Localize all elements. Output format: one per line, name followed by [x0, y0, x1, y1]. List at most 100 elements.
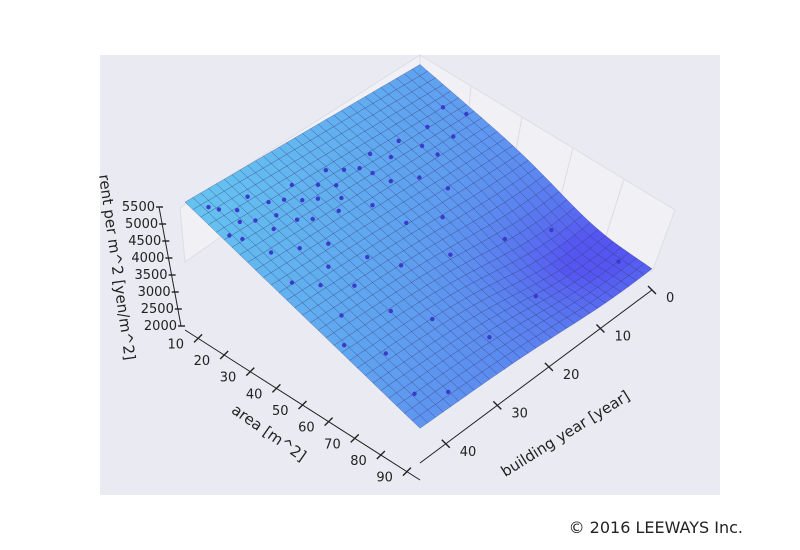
data-point: [425, 124, 430, 130]
data-point: [315, 196, 321, 201]
x-tick-mark: [441, 439, 451, 449]
data-point: [240, 236, 245, 242]
data-point: [383, 351, 388, 356]
x-axis-line: [419, 289, 653, 464]
y-tick-mark: [271, 383, 281, 393]
data-point: [440, 105, 446, 110]
y-tick-mark: [324, 417, 334, 427]
data-point: [339, 195, 344, 201]
y-tick-mark: [193, 333, 203, 343]
data-point: [289, 182, 295, 188]
data-point: [339, 313, 344, 318]
data-point: [370, 170, 375, 176]
data-point: [396, 138, 401, 144]
x-tick-label: 10: [614, 329, 631, 344]
data-point: [237, 219, 242, 225]
data-point: [271, 226, 276, 232]
data-point: [365, 254, 370, 260]
data-point: [440, 215, 445, 220]
z-tick-label: 2000: [144, 319, 177, 334]
grid-line: [605, 178, 625, 238]
x-tick-mark: [647, 285, 657, 295]
data-point: [445, 186, 451, 191]
data-point: [268, 250, 274, 255]
data-point: [235, 208, 240, 213]
data-point: [419, 143, 425, 149]
y-axis: 10 20 30 40 50 60 70 80 90: [168, 329, 421, 486]
data-point: [253, 218, 258, 223]
data-point: [297, 246, 302, 251]
data-point: [533, 294, 538, 299]
data-point: [294, 217, 300, 222]
grid-line: [558, 147, 574, 203]
data-point: [334, 183, 339, 188]
data-point: [388, 179, 393, 184]
data-point: [336, 208, 341, 213]
y-tick-label: 50: [272, 404, 289, 419]
surface-patch: [636, 263, 653, 275]
x-axis: 0 10 20 30 40: [419, 285, 674, 464]
data-point: [417, 175, 422, 180]
data-point: [227, 233, 232, 238]
data-point: [549, 227, 554, 233]
z-axis-line: [158, 206, 182, 327]
data-point: [300, 198, 305, 203]
data-point: [430, 316, 435, 322]
data-point: [326, 241, 331, 246]
data-point: [342, 343, 347, 348]
data-point: [451, 134, 456, 139]
x-tick-label: 40: [460, 445, 477, 460]
z-tick-label: 5000: [125, 217, 158, 232]
y-tick-mark: [376, 450, 386, 460]
x-tick-mark: [544, 362, 554, 372]
data-point: [315, 182, 321, 187]
z-tick-label: 2500: [141, 302, 174, 317]
data-point: [367, 151, 373, 157]
data-point: [326, 264, 331, 269]
data-point: [448, 252, 453, 257]
z-tick-label: 4000: [131, 251, 164, 266]
y-tick-label: 10: [168, 337, 185, 352]
z-tick-label: 5500: [122, 200, 155, 215]
y-tick-label: 60: [298, 421, 315, 436]
y-tick-label: 80: [350, 454, 367, 469]
data-point: [323, 168, 328, 173]
y-tick-label: 20: [194, 354, 211, 369]
y-tick-mark: [298, 400, 307, 410]
data-point: [435, 152, 440, 157]
data-point: [341, 167, 347, 172]
data-point: [206, 204, 211, 210]
y-tick-label: 70: [324, 437, 341, 452]
z-tick-label: 4500: [128, 234, 161, 249]
data-point: [370, 203, 375, 208]
data-points: [206, 105, 621, 396]
x-tick-label: 0: [666, 291, 674, 306]
data-point: [446, 389, 451, 395]
z-tick-label: 3000: [138, 285, 171, 300]
data-point: [502, 236, 507, 242]
data-point: [266, 199, 271, 205]
data-point: [412, 391, 417, 396]
data-point: [216, 207, 222, 212]
y-tick-label: 40: [246, 387, 263, 402]
data-point: [245, 194, 250, 199]
data-point: [289, 280, 295, 285]
data-point: [398, 263, 404, 268]
copyright-notice: © 2016 LEEWAYS Inc.: [568, 518, 743, 537]
z-tick-label: 3500: [134, 268, 167, 283]
data-point: [310, 216, 315, 222]
y-tick-mark: [245, 367, 255, 377]
y-tick-mark: [350, 433, 360, 443]
data-point: [318, 283, 323, 288]
fitted-surface: [184, 64, 653, 429]
data-point: [404, 220, 409, 226]
x-tick-mark: [595, 323, 605, 333]
y-tick-mark: [219, 350, 229, 360]
x-tick-label: 20: [563, 368, 580, 383]
data-point: [357, 166, 362, 171]
x-tick-mark: [492, 400, 502, 410]
data-point: [616, 259, 621, 264]
y-tick-label: 30: [220, 371, 237, 386]
data-point: [388, 154, 394, 160]
